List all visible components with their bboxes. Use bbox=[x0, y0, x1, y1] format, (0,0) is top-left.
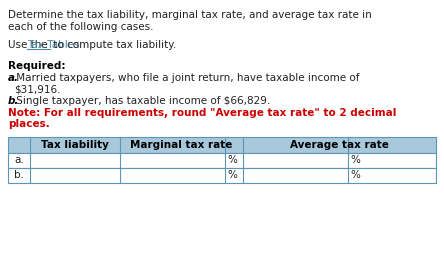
Text: Marginal tax rate: Marginal tax rate bbox=[130, 140, 233, 150]
Text: a.: a. bbox=[14, 155, 24, 165]
Text: Note: For all requirements, round "Average tax rate" to 2 decimal: Note: For all requirements, round "Avera… bbox=[8, 108, 396, 118]
Text: Determine the tax liability, marginal tax rate, and average tax rate in: Determine the tax liability, marginal ta… bbox=[8, 10, 372, 20]
Text: a.: a. bbox=[8, 73, 19, 83]
Bar bbox=[8, 168, 436, 183]
Text: Tax liability: Tax liability bbox=[41, 140, 109, 150]
Text: %: % bbox=[350, 170, 360, 180]
Text: Single taxpayer, has taxable income of $66,829.: Single taxpayer, has taxable income of $… bbox=[13, 96, 270, 106]
Text: to compute tax liability.: to compute tax liability. bbox=[50, 40, 176, 50]
Text: %: % bbox=[227, 155, 237, 165]
Text: each of the following cases.: each of the following cases. bbox=[8, 22, 154, 32]
Text: places.: places. bbox=[8, 119, 50, 129]
Text: Tax Tables: Tax Tables bbox=[27, 40, 79, 50]
Text: $31,916.: $31,916. bbox=[14, 85, 60, 95]
Text: %: % bbox=[350, 155, 360, 165]
Text: Average tax rate: Average tax rate bbox=[290, 140, 389, 150]
Text: Use the: Use the bbox=[8, 40, 51, 50]
Bar bbox=[8, 137, 436, 153]
Text: %: % bbox=[227, 170, 237, 180]
Text: Married taxpayers, who file a joint return, have taxable income of: Married taxpayers, who file a joint retu… bbox=[13, 73, 359, 83]
Text: b.: b. bbox=[14, 170, 24, 180]
Text: Required:: Required: bbox=[8, 61, 66, 71]
Text: b.: b. bbox=[8, 96, 20, 106]
Bar bbox=[8, 153, 436, 168]
